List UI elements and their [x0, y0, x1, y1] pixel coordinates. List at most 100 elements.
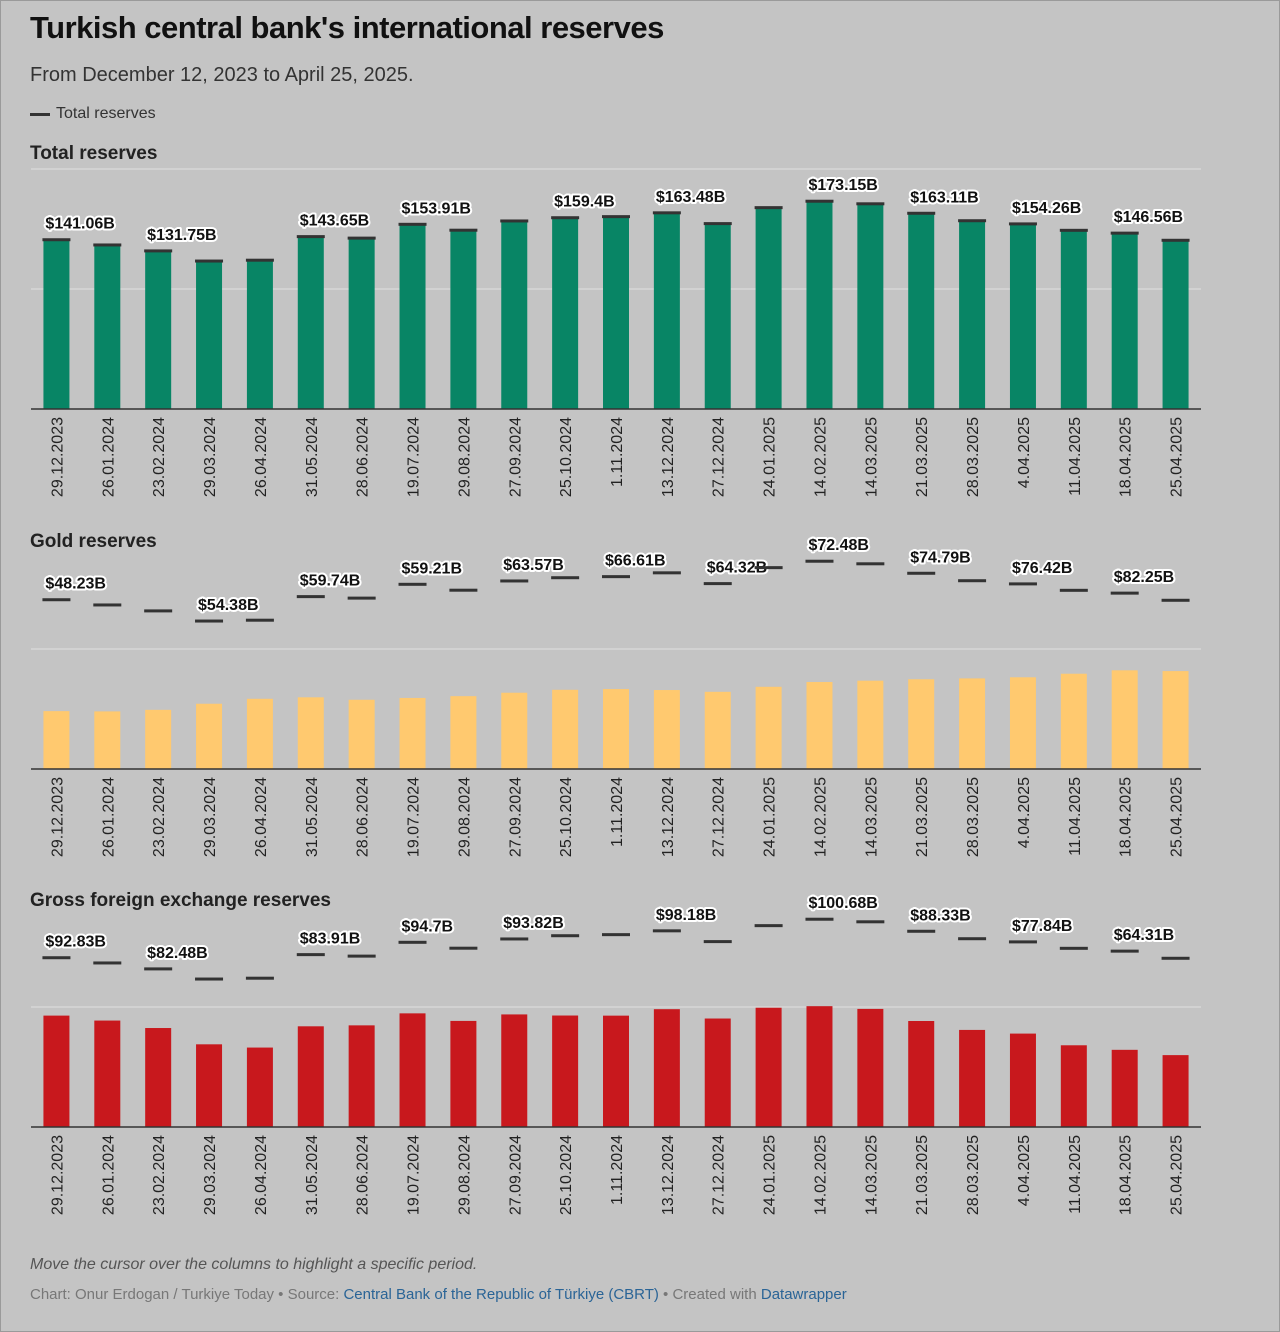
bar[interactable]: [552, 689, 579, 769]
bar-group[interactable]: $77.84B: [1008, 916, 1074, 1127]
bar[interactable]: [1162, 1055, 1189, 1127]
bar-group[interactable]: $54.38B: [195, 595, 261, 769]
bar[interactable]: [196, 703, 223, 769]
bar[interactable]: [196, 1044, 223, 1127]
bar[interactable]: [1009, 1033, 1036, 1127]
bar[interactable]: [1060, 1045, 1087, 1127]
bar-group[interactable]: $163.11B: [907, 187, 981, 409]
bar-group[interactable]: [754, 206, 783, 409]
bar-group[interactable]: $143.65B: [296, 211, 371, 409]
bar-group[interactable]: [703, 940, 732, 1127]
bar[interactable]: [959, 220, 986, 409]
bar-group[interactable]: [93, 243, 122, 409]
bar-group[interactable]: $74.79B: [907, 547, 973, 769]
bar-group[interactable]: $82.48B: [144, 943, 210, 1127]
bar[interactable]: [501, 220, 528, 409]
bar-group[interactable]: [856, 202, 885, 409]
bar[interactable]: [43, 1015, 70, 1127]
bar[interactable]: [501, 1014, 528, 1127]
bar-group[interactable]: [958, 219, 987, 409]
bar-group[interactable]: [703, 222, 732, 409]
bar[interactable]: [857, 1008, 884, 1127]
total-reserves-chart[interactable]: $141.06B 29.12.2023 26.01.2024 $131.75B 23.0…: [0, 168, 1280, 520]
bar[interactable]: [1111, 233, 1138, 409]
bar-group[interactable]: $64.32B: [703, 558, 769, 769]
bar-group[interactable]: $83.91B: [296, 929, 362, 1127]
bar-group[interactable]: [195, 259, 224, 409]
bar-group[interactable]: $154.26B: [1008, 198, 1083, 409]
bar[interactable]: [145, 709, 172, 769]
bar-group[interactable]: [652, 571, 681, 769]
bar[interactable]: [1162, 240, 1189, 409]
bar[interactable]: [348, 238, 375, 409]
bar[interactable]: [43, 239, 70, 409]
bar[interactable]: [755, 1007, 782, 1127]
bar[interactable]: [145, 1028, 172, 1127]
bar-group[interactable]: [602, 933, 630, 1127]
bar-group[interactable]: [449, 588, 478, 769]
bar[interactable]: [246, 698, 273, 769]
bar[interactable]: [908, 1021, 935, 1127]
bar-group[interactable]: [551, 934, 580, 1127]
bar[interactable]: [704, 1018, 731, 1127]
bar[interactable]: [552, 1015, 579, 1127]
gold-reserves-chart[interactable]: $48.23B 29.12.2023 26.01.2024 23.02.2024 $54…: [0, 530, 1280, 880]
bar-group[interactable]: [856, 920, 885, 1127]
bar-group[interactable]: $98.18B: [652, 905, 718, 1127]
datawrapper-link[interactable]: Datawrapper: [760, 1286, 847, 1303]
bar[interactable]: [806, 682, 833, 769]
bar[interactable]: [501, 692, 528, 769]
bar[interactable]: [653, 690, 680, 769]
bar[interactable]: [399, 1013, 426, 1127]
bar-group[interactable]: $173.15B: [805, 175, 880, 409]
bar-group[interactable]: $92.83B: [42, 932, 108, 1127]
bar-group[interactable]: [500, 219, 529, 409]
bar-group[interactable]: $59.21B: [398, 558, 464, 769]
bar[interactable]: [399, 224, 426, 409]
bar[interactable]: [94, 711, 121, 769]
bar[interactable]: [755, 207, 782, 409]
bar-group[interactable]: $72.48B: [805, 535, 871, 769]
bar[interactable]: [857, 203, 884, 409]
bar[interactable]: [857, 680, 884, 769]
bar-group[interactable]: [1161, 238, 1190, 409]
bar-group[interactable]: $93.82B: [500, 913, 566, 1127]
bar[interactable]: [1060, 673, 1087, 769]
bar[interactable]: [653, 1009, 680, 1127]
bar-group[interactable]: $59.74B: [296, 571, 362, 769]
bar[interactable]: [196, 261, 223, 409]
bar-group[interactable]: [449, 228, 478, 409]
bar[interactable]: [959, 678, 986, 769]
bar-group[interactable]: [245, 976, 274, 1127]
bar[interactable]: [94, 1020, 121, 1127]
bar-group[interactable]: [754, 924, 783, 1127]
bar[interactable]: [806, 1006, 833, 1127]
bar-group[interactable]: [1161, 598, 1190, 769]
bar[interactable]: [1111, 670, 1138, 769]
bar-group[interactable]: [347, 596, 376, 769]
bar-group[interactable]: [245, 618, 274, 769]
bar[interactable]: [1162, 671, 1189, 769]
bar[interactable]: [603, 1015, 629, 1127]
bar-group[interactable]: $82.25B: [1110, 567, 1176, 769]
bar-group[interactable]: $100.68B: [805, 893, 880, 1127]
bar[interactable]: [399, 697, 426, 769]
bar[interactable]: [43, 711, 70, 769]
bar-group[interactable]: $163.48B: [652, 187, 727, 409]
bar[interactable]: [348, 1025, 375, 1127]
bar[interactable]: [450, 230, 477, 409]
bar[interactable]: [806, 201, 833, 409]
bar[interactable]: [1009, 677, 1036, 769]
bar-group[interactable]: $159.4B: [551, 192, 617, 409]
bar-group[interactable]: [1161, 956, 1190, 1127]
bar[interactable]: [450, 696, 477, 769]
source-link[interactable]: Central Bank of the Republic of Türkiye …: [343, 1286, 659, 1303]
bar-group[interactable]: $66.61B: [602, 551, 668, 769]
bar[interactable]: [603, 216, 629, 409]
bar-group[interactable]: $146.56B: [1110, 207, 1185, 409]
bar-group[interactable]: $76.42B: [1008, 558, 1074, 769]
bar[interactable]: [552, 217, 579, 409]
bar-group[interactable]: [958, 579, 987, 769]
bar[interactable]: [603, 689, 629, 769]
bar-group[interactable]: $88.33B: [907, 905, 973, 1127]
